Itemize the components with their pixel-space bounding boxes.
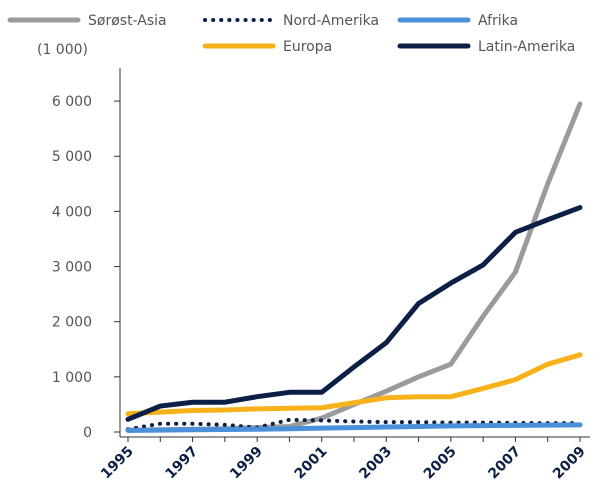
legend-label: Nord-Amerika bbox=[283, 13, 379, 29]
legend-label: Latin-Amerika bbox=[478, 39, 575, 55]
legend-label: Europa bbox=[283, 39, 332, 55]
legend-label: Sørøst-Asia bbox=[88, 13, 167, 29]
y-tick-label: 6 000 bbox=[52, 94, 92, 110]
series-line bbox=[126, 417, 582, 432]
x-tick-label: 2001 bbox=[292, 444, 331, 483]
x-tick-label: 2003 bbox=[356, 444, 395, 483]
y-tick-label: 1 000 bbox=[52, 370, 92, 386]
y-axis-label: (1 000) bbox=[37, 42, 88, 58]
y-tick-label: 2 000 bbox=[52, 315, 92, 331]
y-tick-label: 4 000 bbox=[52, 204, 92, 220]
series-line bbox=[125, 352, 583, 417]
legend-label: Afrika bbox=[478, 13, 518, 29]
y-tick-label: 0 bbox=[83, 425, 92, 441]
x-tick-label: 2005 bbox=[421, 444, 460, 483]
x-tick-label: 2009 bbox=[550, 444, 589, 483]
series-line bbox=[125, 205, 583, 422]
series-line bbox=[125, 422, 583, 433]
x-tick-label: 1995 bbox=[98, 444, 137, 483]
x-tick-label: 1999 bbox=[227, 444, 266, 483]
y-tick-label: 5 000 bbox=[52, 149, 92, 165]
x-tick-label: 1997 bbox=[163, 444, 202, 483]
y-tick-label: 3 000 bbox=[52, 260, 92, 276]
x-tick-label: 2007 bbox=[485, 444, 524, 483]
